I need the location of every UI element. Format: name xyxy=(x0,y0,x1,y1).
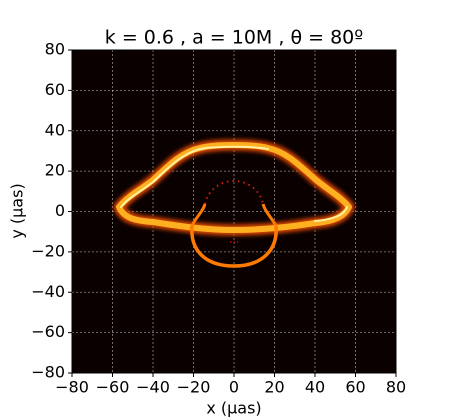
y-tick-label: −20 xyxy=(31,241,65,260)
chart-title: k = 0.6 , a = 10M , θ = 80º xyxy=(105,27,363,49)
inner-ring xyxy=(190,225,278,268)
x-tick-label: −40 xyxy=(136,378,170,397)
y-tick-label: 0 xyxy=(55,201,65,220)
x-tick-label: 80 xyxy=(386,378,406,397)
y-axis-label: y (μas) xyxy=(8,183,27,238)
x-tick-label: −20 xyxy=(177,378,211,397)
ring-highlight xyxy=(120,145,348,222)
inner-ring-sides xyxy=(190,203,278,227)
inner-ring-dotted xyxy=(204,179,264,205)
y-tick-label: 60 xyxy=(45,80,65,99)
x-axis-label: x (μas) xyxy=(206,399,261,418)
y-tick-label: 80 xyxy=(45,40,65,59)
x-tick-label: 0 xyxy=(229,378,239,397)
x-tick-label: −80 xyxy=(55,378,89,397)
x-tick-label: 20 xyxy=(264,378,284,397)
x-tick-label: −60 xyxy=(96,378,130,397)
x-tick-label: 60 xyxy=(345,378,365,397)
y-tick-label: 40 xyxy=(45,120,65,139)
x-tick-label: 40 xyxy=(305,378,325,397)
y-tick-label: −80 xyxy=(31,363,65,382)
y-tick-label: −60 xyxy=(31,322,65,341)
y-tick-label: 20 xyxy=(45,161,65,180)
y-tick-label: −40 xyxy=(31,282,65,301)
image-emission xyxy=(113,139,355,268)
